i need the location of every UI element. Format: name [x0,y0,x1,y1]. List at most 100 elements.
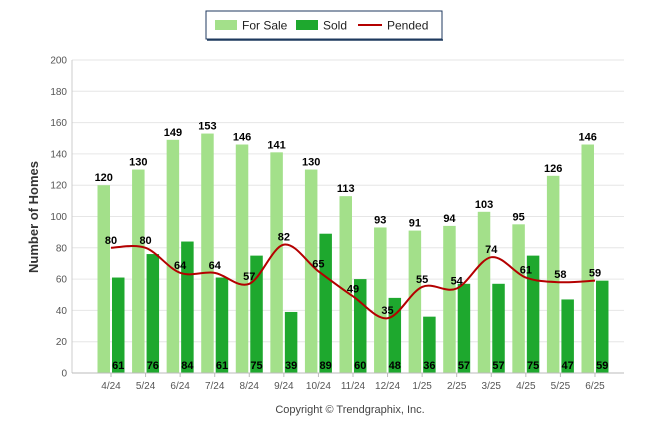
legend[interactable]: For Sale Sold Pended [205,10,443,41]
sold-value-label: 61 [216,360,228,372]
for-sale-bar [132,169,145,373]
bar-layer [97,133,609,373]
pended-value-label: 35 [381,305,393,317]
y-tick-label: 20 [56,337,68,348]
x-tick-label: 1/25 [412,381,432,392]
pended-value-label: 58 [554,269,566,281]
sold-value-label: 75 [527,360,539,372]
sold-value-label: 47 [562,360,574,372]
sold-bar [284,311,298,373]
sold-bar [319,233,332,373]
for-sale-bar [443,225,456,373]
pended-value-label: 57 [243,271,255,283]
x-tick-label: 8/24 [240,381,260,392]
sold-value-label: 89 [320,360,332,372]
y-tick-label: 0 [61,369,67,380]
pended-value-label: 64 [174,260,187,272]
x-tick-label: 11/24 [341,381,366,392]
axis-layer: 0 20 40 60 80 100 120 140 160 180 200 4/24 5/24 6/24 7… [50,56,624,392]
for-sale-bar [270,152,283,373]
legend-swatch-sold [296,20,318,30]
y-tick-label: 80 [56,243,68,254]
legend-label-sold[interactable]: Sold [323,19,347,33]
sold-bar [146,254,160,373]
for-sale-value-label: 141 [267,139,285,151]
sold-value-label: 76 [147,360,159,372]
x-tick-label: 6/25 [585,381,605,392]
for-sale-value-label: 149 [164,127,182,139]
copyright-text: Copyright © Trendgraphix, Inc. [275,404,424,416]
for-sale-value-label: 94 [443,213,456,225]
pended-line [110,243,596,320]
x-tick-label: 5/25 [551,381,571,392]
for-sale-bar [201,133,214,373]
for-sale-value-label: 130 [302,157,320,169]
for-sale-bar [546,175,560,373]
for-sale-value-label: 91 [409,218,421,230]
for-sale-value-label: 126 [544,163,562,175]
pended-value-label: 65 [312,258,324,270]
sold-bar [250,255,263,373]
pended-value-label: 82 [278,232,290,244]
pended-value-label: 61 [520,265,532,277]
x-tick-label: 7/24 [205,381,225,392]
sold-value-label: 39 [285,360,297,372]
for-sale-bar [374,227,387,373]
sold-value-label: 60 [354,360,366,372]
sold-value-label: 57 [492,360,504,372]
line-layer [110,243,596,320]
sold-value-label: 59 [596,360,608,372]
for-sale-value-label: 130 [129,157,147,169]
y-tick-label: 40 [56,306,68,317]
pended-value-label: 64 [209,260,222,272]
pended-value-label: 59 [589,268,601,280]
pended-value-label: 55 [416,274,428,286]
sold-bar [492,283,505,373]
for-sale-value-label: 93 [374,214,386,226]
y-tick-label: 140 [50,149,67,160]
sold-value-label: 57 [458,360,470,372]
for-sale-bar [235,144,249,373]
x-tick-label: 6/24 [170,381,190,392]
pended-value-label: 49 [347,283,359,295]
label-layer: 120 130 149 153 146 141 130 113 93 91 94 103 95 126 14… [95,121,609,372]
y-tick-label: 120 [50,181,67,192]
legend-box [205,10,443,40]
legend-label-for-sale[interactable]: For Sale [242,19,288,33]
legend-swatch-for-sale [215,20,237,30]
for-sale-bar [581,144,594,373]
pended-value-label: 74 [485,244,498,256]
y-tick-label: 160 [50,118,67,129]
legend-label-pended[interactable]: Pended [387,19,428,33]
for-sale-value-label: 146 [233,132,251,144]
x-tick-label: 9/24 [274,381,294,392]
y-tick-label: 200 [50,56,67,67]
pended-value-label: 54 [451,275,464,287]
x-tick-label: 10/24 [306,381,331,392]
sold-bar [457,283,471,373]
x-tick-label: 3/25 [482,381,502,392]
sold-value-label: 36 [423,360,435,372]
sold-bar [561,299,574,373]
sold-value-label: 61 [112,360,124,372]
for-sale-value-label: 103 [475,199,493,211]
sold-bar [112,277,125,373]
for-sale-value-label: 153 [198,121,216,133]
y-tick-label: 100 [50,212,67,223]
for-sale-bar [408,230,422,373]
for-sale-bar [339,196,352,373]
sold-bar [353,279,367,373]
for-sale-value-label: 113 [337,183,355,195]
sold-bar [423,316,436,373]
x-tick-label: 5/24 [136,381,156,392]
pended-value-label: 80 [139,235,151,247]
sold-bar [595,280,609,373]
x-tick-label: 4/24 [101,381,121,392]
y-tick-label: 180 [50,87,67,98]
y-axis-title: Number of Homes [26,161,41,273]
sold-value-label: 75 [250,360,262,372]
for-sale-value-label: 95 [512,211,524,223]
for-sale-bar [477,211,491,373]
x-tick-label: 12/24 [375,381,400,392]
for-sale-bar [97,185,110,373]
